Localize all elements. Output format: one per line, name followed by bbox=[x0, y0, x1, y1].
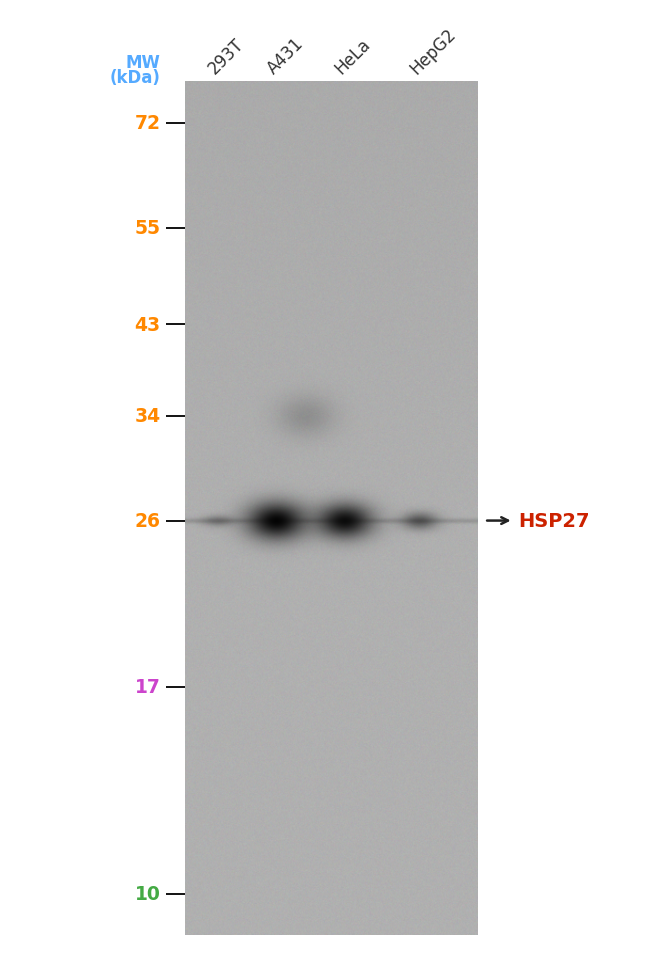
Text: 293T: 293T bbox=[205, 35, 248, 78]
Text: 43: 43 bbox=[135, 315, 161, 334]
Text: (kDa): (kDa) bbox=[110, 69, 161, 86]
Text: 10: 10 bbox=[135, 885, 161, 903]
Text: A431: A431 bbox=[263, 34, 307, 78]
Text: HepG2: HepG2 bbox=[406, 25, 460, 78]
Text: 72: 72 bbox=[135, 114, 161, 133]
Text: 34: 34 bbox=[135, 407, 161, 425]
Text: 26: 26 bbox=[135, 512, 161, 530]
Text: 55: 55 bbox=[135, 219, 161, 238]
Text: 17: 17 bbox=[135, 677, 161, 697]
Text: HeLa: HeLa bbox=[332, 35, 374, 78]
Text: MW: MW bbox=[125, 54, 161, 72]
Text: HSP27: HSP27 bbox=[519, 512, 590, 530]
